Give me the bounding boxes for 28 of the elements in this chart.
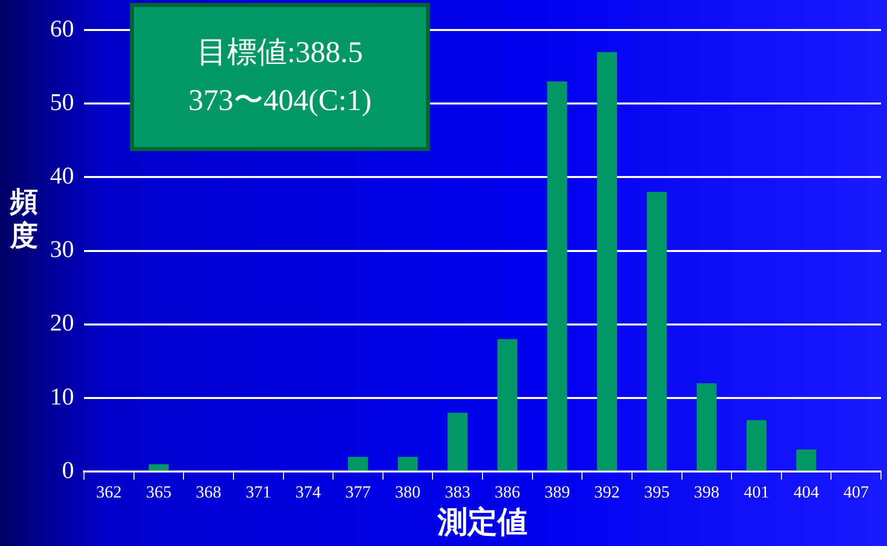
- x-tick-label: 401: [744, 482, 770, 502]
- x-tick-label: 362: [96, 482, 122, 502]
- x-tick-label: 407: [843, 482, 870, 502]
- y-tick-label: 60: [50, 16, 74, 42]
- x-tick-label: 377: [345, 482, 372, 502]
- y-tick-label: 0: [62, 458, 74, 484]
- x-tick-label: 383: [444, 482, 470, 502]
- y-tick-label: 40: [50, 163, 74, 190]
- x-tick-label: 374: [295, 482, 322, 502]
- x-axis-title: 測定値: [436, 504, 528, 540]
- y-tick-label: 50: [50, 90, 74, 116]
- x-tick-label: 365: [146, 482, 172, 502]
- x-tick-label: 386: [494, 482, 520, 502]
- y-tick-label: 20: [50, 310, 74, 337]
- x-tick-label: 371: [246, 482, 272, 502]
- x-tick-label: 389: [544, 482, 570, 502]
- x-tick-label: 398: [694, 482, 720, 502]
- annotation: 373〜404(C:1): [188, 83, 372, 119]
- note-panel: 目標値:388.5 373〜404(C:1): [130, 3, 430, 151]
- x-tick-label: 395: [644, 482, 670, 502]
- y-tick-label: 10: [50, 384, 74, 410]
- x-tick-label: 404: [794, 482, 820, 502]
- y-tick-label: 30: [50, 237, 74, 264]
- x-tick-label: 392: [594, 482, 620, 502]
- y-axis-title: 頻度: [10, 185, 39, 253]
- annotation: 目標値:388.5: [197, 35, 363, 71]
- x-tick-label: 368: [196, 482, 222, 502]
- x-tick-label: 380: [395, 482, 421, 502]
